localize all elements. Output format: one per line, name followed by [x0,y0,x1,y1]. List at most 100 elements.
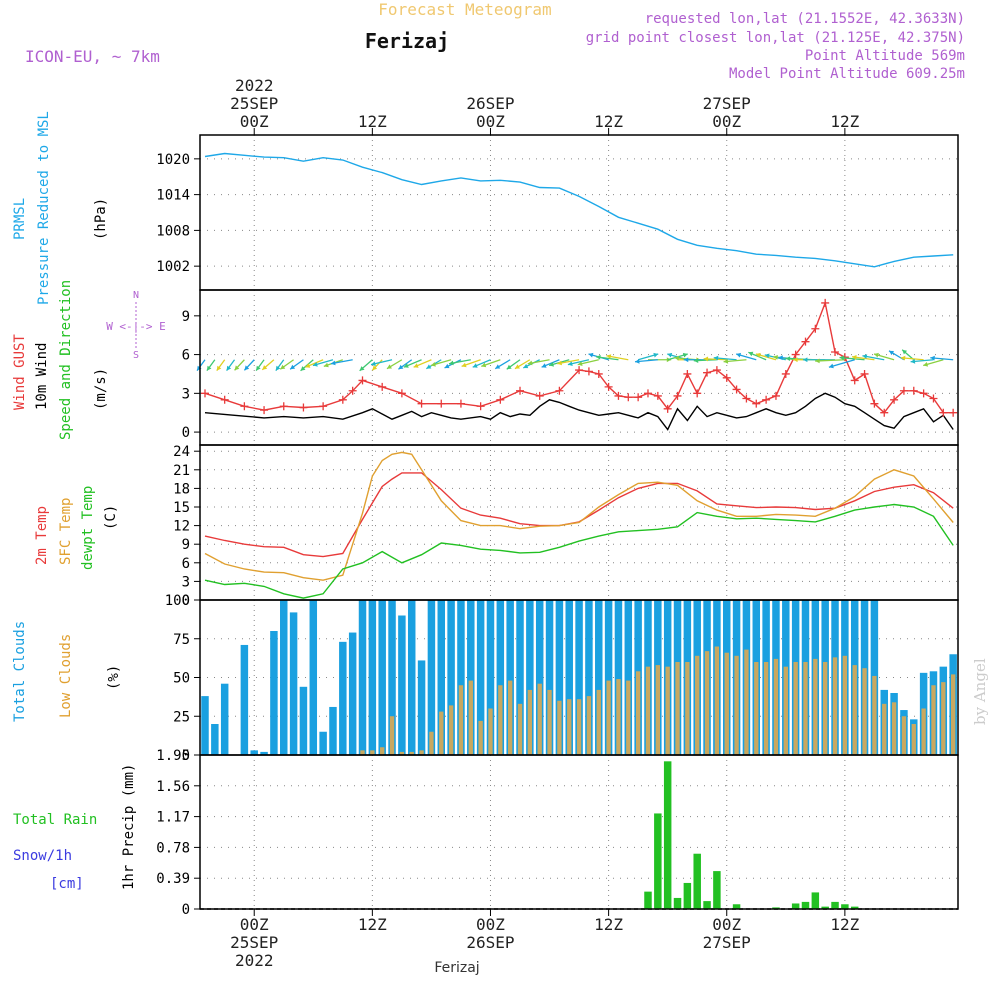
low-cloud-bar [950,674,956,755]
low-cloud-bar [832,657,838,755]
wind-gust-marker [939,408,948,417]
pressure-frame [199,134,959,291]
wind-gust-marker [919,389,928,398]
total-cloud-bar [280,600,288,755]
wind-arrow-head [403,363,409,368]
wind-arrow-head [773,354,778,360]
total-cloud-bar [486,600,495,755]
point-altitude: Point Altitude 569m [805,48,965,64]
low-cloud-bar [517,703,523,755]
wind-arrow-head [234,365,240,371]
wind-arrow-head [862,354,868,359]
wind-arrow-head [506,364,512,370]
wind-gust-marker [752,399,761,408]
wind-gust-marker [929,394,938,403]
top-time-label: 12Z [594,112,623,131]
wind-arrow-head [444,363,450,369]
wind-gust-marker [348,386,357,395]
total-cloud-bar [526,600,534,755]
temp-label-a: 2m Temp [34,506,50,565]
wind-gust-marker [634,393,643,402]
low-cloud-bar [380,747,385,755]
wind-10m-line [204,392,954,431]
wind-arrow-head [431,362,436,367]
clouds-label-a: Total Clouds [12,621,28,722]
total-cloud-bar [437,600,446,755]
total-cloud-bar [417,660,426,755]
wind-gust-marker [831,348,840,356]
precip-bar [841,904,849,909]
wind-arrow-head [523,363,529,369]
temp-unit: (C) [103,505,119,530]
wind-arrow-head [567,361,573,366]
low-cloud-bar [547,689,552,755]
low-cloud-bar [724,652,729,755]
wind-gust-marker [594,369,603,378]
wind-arrow-head [713,355,719,361]
wind-gust-marker [535,391,544,400]
pressure-ytick-label: 1020 [156,152,190,168]
low-cloud-bar [901,716,907,755]
low-cloud-bar [478,720,483,755]
wind-arrow-head [703,356,709,362]
wind-arrow-head [923,362,929,367]
wind-gust-marker [260,406,269,415]
total-cloud-bar [339,641,347,755]
low-cloud-bar [862,668,867,755]
wind-gust-marker [732,385,741,394]
wind-direction-arrow [828,359,855,368]
wind-arrow-head [839,355,845,361]
bottom-time-label: 00Z [712,915,741,934]
pressure-line [204,152,954,268]
wind-gust-marker [909,386,918,395]
wind-arrow-head [527,360,533,366]
low-cloud-bar [576,699,582,755]
temperature-ytick-label: 6 [182,556,190,572]
wind-gust-marker [240,402,249,411]
low-cloud-bar [813,658,818,755]
wind-arrow-head [930,355,935,361]
wind-arrow-head [693,358,699,363]
wind-arrow-head [549,362,555,367]
wind-gust-marker [949,408,958,417]
top-time-label: 12Z [830,112,859,131]
pressure-label-b: Pressure Reduced to MSL [36,111,52,305]
wind-gust-marker [358,376,367,385]
wind-gust-marker [703,368,712,377]
temperature-ytick-label: 15 [173,500,190,516]
wind-gust-marker [220,395,229,404]
wind-gust-marker [781,369,790,378]
wind-arrow-head [634,358,640,364]
wind-arrow-head [371,361,376,366]
watermark: by Angel [971,658,989,725]
low-cloud-bar [931,685,936,755]
pressure-ytick-label: 1014 [156,188,190,204]
wind-arrow-head [275,365,281,371]
precip-bar [791,903,800,909]
requested-coords: requested lon,lat (21.1552E, 42.3633N) [645,11,965,27]
wind-arrow-head [606,354,612,359]
precip-ytick-label: 1.17 [156,810,190,826]
wind-gust-marker [899,386,908,395]
total-cloud-bar [476,600,485,755]
low-cloud-bar [370,750,375,755]
wind-arrow-head [793,357,798,363]
low-cloud-bar [626,680,631,755]
low-cloud-bar [891,702,897,755]
wind-gust-marker [791,350,800,359]
precip-ytick-label: 0.39 [156,871,190,887]
low-cloud-bar [793,662,798,755]
wind-arrow-head [312,362,318,367]
temp-label-c: dewpt Temp [80,486,96,570]
wind-label-c: Speed and Direction [58,280,74,440]
temperature-ytick-label: 12 [173,519,190,535]
wind-gust-marker [722,373,731,382]
wind-gust-marker [880,408,889,417]
total-cloud-bar [220,683,229,755]
low-cloud-bar [645,666,651,755]
total-cloud-bar [398,615,406,755]
bottom-time-label: 12Z [358,915,387,934]
total-cloud-bar [545,600,554,755]
top-time-label: 25SEP [230,94,278,113]
low-cloud-bar [695,655,700,755]
